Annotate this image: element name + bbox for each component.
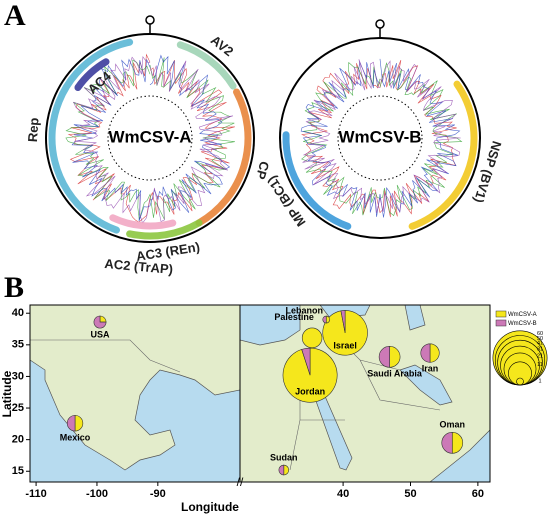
size-legend-label: 11	[537, 362, 543, 368]
y-tick-label: 25	[12, 402, 24, 414]
location-label: Jordan	[295, 387, 325, 397]
size-legend-label: 41	[537, 341, 543, 347]
x-tick-label: 50	[404, 488, 416, 500]
location-label: Saudi Arabia	[367, 369, 423, 379]
gene-arc	[109, 214, 177, 230]
y-tick-label: 20	[12, 434, 24, 446]
x-tick-label: -110	[25, 488, 46, 500]
size-legend-label: 1	[538, 378, 541, 384]
legend-swatch	[495, 310, 507, 318]
pie-slice	[429, 343, 440, 363]
gc-trace	[71, 54, 231, 222]
size-legend-label: 21	[537, 353, 543, 359]
axis-break: //	[237, 475, 244, 489]
y-tick-label: 40	[12, 307, 24, 319]
pie-slice	[74, 415, 84, 432]
size-legend-label: 60	[537, 331, 543, 337]
pie-slice	[66, 415, 76, 432]
gc-trace	[65, 57, 235, 220]
gene-arc	[408, 80, 478, 230]
location-label: Sudan	[270, 452, 298, 462]
location-label: Lebanon	[286, 306, 324, 316]
gene-arc	[176, 41, 237, 90]
panel-label: A	[4, 0, 26, 32]
gc-trace	[302, 59, 461, 214]
land	[29, 304, 241, 471]
gene-arc	[74, 58, 110, 92]
sea	[239, 304, 491, 483]
panel-label: B	[4, 271, 24, 304]
origin-marker	[375, 19, 385, 29]
pie-slice	[301, 327, 323, 349]
gc-trace	[73, 55, 234, 224]
location-label: Oman	[440, 420, 466, 430]
pie-slice	[278, 464, 285, 476]
gene-arc	[126, 219, 203, 240]
pie-slice	[441, 432, 453, 454]
pie-slice	[340, 310, 346, 333]
y-tick-label: 35	[12, 339, 24, 351]
pie-slice	[451, 432, 463, 454]
x-tick-label: 60	[472, 488, 484, 500]
gene-arc	[195, 88, 252, 227]
gene-label: Rep	[25, 117, 42, 143]
pie-slice	[420, 343, 431, 363]
gc-trace	[301, 59, 457, 218]
gene-label: AC2 (TrAP)	[104, 256, 174, 277]
legend-label: WmCSV-A	[508, 312, 537, 318]
y-axis-label: Latitude	[0, 370, 14, 417]
pie-slice	[322, 315, 327, 324]
frame	[29, 304, 491, 483]
x-tick-label: 40	[337, 488, 349, 500]
origin-marker	[145, 15, 155, 25]
legend-label: WmCSV-B	[508, 321, 537, 327]
x-tick-label: -90	[150, 488, 166, 500]
genome-name: WmCSV-A	[108, 127, 191, 146]
location-label: Israel	[333, 340, 357, 350]
inner-circle	[107, 95, 193, 181]
y-tick-label: 30	[12, 370, 24, 382]
gene-label: CP	[253, 160, 272, 182]
pie-slice	[378, 346, 390, 368]
y-tick-label: 15	[12, 465, 24, 477]
inner-circle	[337, 95, 423, 181]
location-label: Mexico	[60, 432, 91, 442]
x-axis-label: Longitude	[181, 500, 239, 514]
location-label: Palestine	[274, 312, 314, 322]
pie-slice	[301, 347, 311, 376]
size-legend-label: 50	[537, 336, 543, 342]
x-tick-label: -100	[86, 488, 108, 500]
gene-arc	[48, 38, 134, 234]
legend-swatch	[495, 319, 507, 327]
size-legend-circle	[516, 377, 524, 386]
location-label: USA	[90, 330, 110, 340]
map: //	[29, 304, 491, 489]
size-legend-label: 31	[537, 346, 543, 352]
gene-arc	[282, 131, 352, 230]
genome-name: WmCSV-B	[338, 127, 421, 146]
pie-slice	[389, 346, 401, 368]
location-label: Iran	[422, 364, 439, 374]
pie-slice	[93, 315, 107, 329]
